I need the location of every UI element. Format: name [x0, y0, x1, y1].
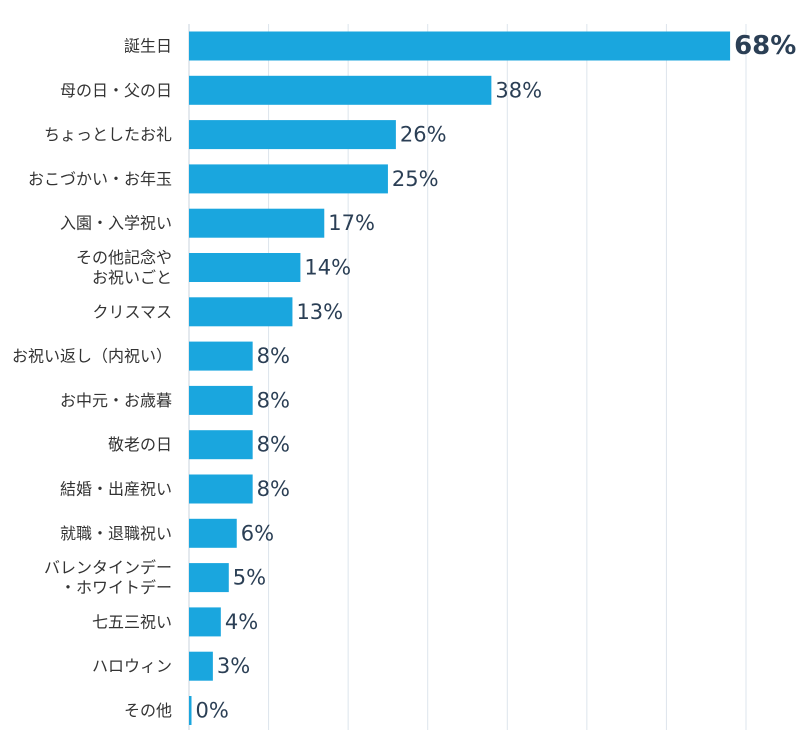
category-label: 七五三祝い: [92, 612, 172, 631]
category-label: その他: [124, 701, 172, 720]
value-label: 13%: [296, 300, 343, 324]
bar: [189, 607, 221, 637]
value-label: 8%: [257, 388, 290, 412]
value-label: 38%: [495, 78, 542, 102]
bar: [189, 696, 192, 725]
category-label: 誕生日: [124, 37, 172, 56]
category-label: 入園・入学祝い: [60, 214, 172, 233]
bar: [189, 164, 388, 194]
value-label: 8%: [257, 344, 290, 368]
value-label: 14%: [304, 256, 351, 280]
value-label: 25%: [392, 167, 439, 191]
value-label: 8%: [257, 433, 290, 457]
category-labels: 誕生日母の日・父の日ちょっとしたお礼おこづかい・お年玉入園・入学祝いその他記念や…: [12, 37, 172, 721]
bar: [189, 341, 253, 371]
category-label: 母の日・父の日: [60, 81, 172, 100]
value-label: 4%: [225, 610, 258, 634]
category-label: 結婚・出産祝い: [60, 480, 172, 499]
value-label: 0%: [196, 699, 229, 723]
bars: [189, 31, 731, 725]
bar: [189, 563, 229, 593]
bar: [189, 385, 253, 415]
value-label: 17%: [328, 211, 375, 235]
value-label: 6%: [241, 521, 274, 545]
value-label: 68%: [734, 31, 796, 61]
category-label: 敬老の日: [108, 435, 172, 454]
category-label: クリスマス: [92, 302, 172, 321]
category-label: バレンタインデー・ホワイトデー: [44, 558, 172, 597]
bar: [189, 75, 492, 105]
value-labels: 68%38%26%25%17%14%13%8%8%8%8%6%5%4%3%0%: [196, 31, 797, 723]
bar: [189, 253, 301, 282]
bar: [189, 474, 253, 504]
value-label: 8%: [257, 477, 290, 501]
category-label: ちょっとしたお礼: [44, 125, 172, 144]
bar: [189, 120, 396, 150]
bar: [189, 208, 325, 238]
bar: [189, 31, 731, 61]
value-label: 5%: [233, 566, 266, 590]
category-label: お中元・お歳暮: [60, 391, 172, 410]
bar: [189, 430, 253, 460]
category-label: その他記念やお祝いごと: [76, 248, 172, 287]
category-label: お祝い返し（内祝い）: [12, 347, 172, 366]
category-label: ハロウィン: [92, 657, 172, 676]
bar: [189, 651, 213, 681]
value-label: 26%: [400, 123, 447, 147]
bar: [189, 297, 293, 327]
bar: [189, 518, 237, 548]
category-label: 就職・退職祝い: [60, 524, 172, 543]
value-label: 3%: [217, 654, 250, 678]
category-label: おこづかい・お年玉: [28, 169, 172, 188]
